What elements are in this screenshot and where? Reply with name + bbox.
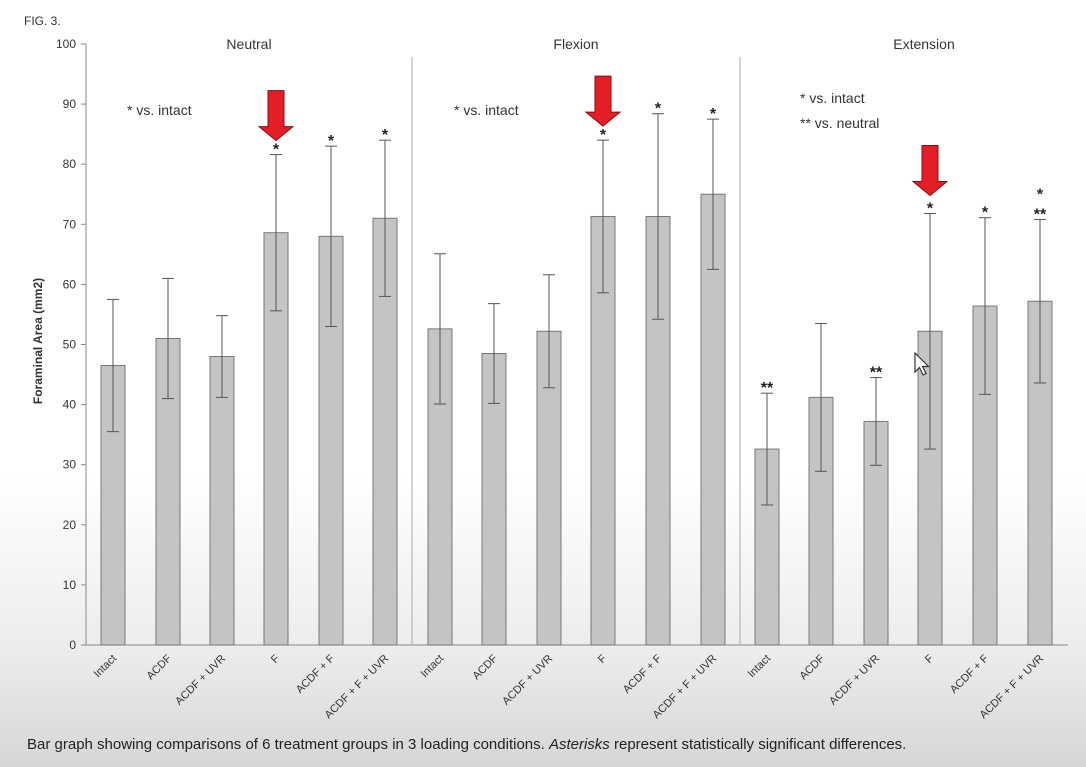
panel-title: Neutral [226,36,271,52]
x-tick-label: Intact [746,653,774,681]
significance-marker: * [328,133,335,150]
figure-label: FIG. 3. [24,14,61,28]
bar [372,217,398,646]
highlight-arrow-icon [257,90,295,142]
significance-legend: ** vs. neutral [800,115,879,131]
significance-marker: ** [761,380,774,397]
x-tick-label: F [596,652,609,665]
mouse-cursor-icon [914,352,930,376]
x-tick-label: Intact [92,653,120,681]
y-tick-label: 40 [63,398,77,412]
x-tick-label: ACDF [470,652,500,682]
significance-marker: * [710,106,717,123]
x-tick-label: Intact [419,653,447,681]
significance-marker: ** [870,365,883,382]
x-tick-label: ACDF + F [621,652,664,695]
x-tick-label: ACDF [797,652,827,682]
y-tick-label: 80 [63,157,77,171]
significance-marker: * [273,142,280,159]
y-tick-label: 60 [63,277,77,291]
significance-legend: * vs. intact [454,102,519,118]
x-tick-label: ACDF + F [948,652,991,695]
x-tick-label: F [269,652,282,665]
x-tick-label: ACDF + UVR [827,653,882,708]
highlight-arrow-icon [911,144,949,197]
panel-title: Flexion [553,36,598,52]
significance-marker: * [927,200,934,217]
significance-marker: ** [1034,206,1047,223]
bar [209,356,235,646]
y-tick-label: 0 [69,638,76,652]
significance-legend: * vs. intact [800,90,865,106]
significance-legend: * vs. intact [127,102,192,118]
caption-text: Bar graph showing comparisons of 6 treat… [27,736,549,753]
x-tick-label: ACDF + UVR [500,653,555,708]
caption-italic: Asterisks [548,736,610,753]
y-tick-label: 70 [63,217,77,231]
y-tick-label: 90 [63,97,77,111]
x-tick-label: ACDF + UVR [173,653,228,708]
caption-text-end: represent statistically significant diff… [609,736,907,753]
y-tick-label: 100 [56,37,76,51]
y-tick-label: 10 [63,578,77,592]
x-tick-label: F [923,652,936,665]
significance-marker: * [982,205,989,222]
x-tick-label: ACDF + F [294,652,337,695]
significance-marker: * [655,101,662,118]
highlight-arrow-icon [584,75,622,127]
x-tick-label: ACDF [144,652,174,682]
significance-marker: * [382,127,389,144]
y-tick-label: 20 [63,518,77,532]
y-tick-label: 30 [63,458,77,472]
figure-caption: Bar graph showing comparisons of 6 treat… [27,736,906,753]
panel-title: Extension [893,36,954,52]
y-tick-label: 50 [63,338,77,352]
significance-marker: * [600,127,607,144]
significance-marker: * [1037,186,1044,203]
